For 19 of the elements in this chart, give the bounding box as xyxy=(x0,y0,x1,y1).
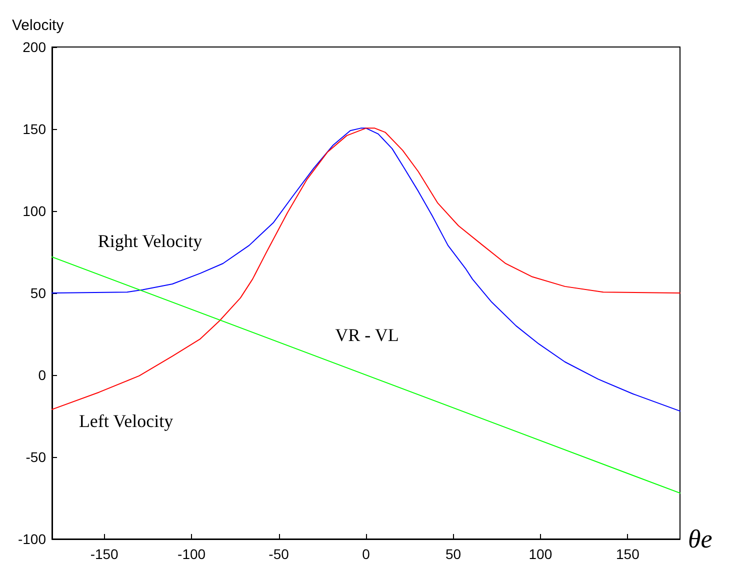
annotation: Left Velocity xyxy=(78,411,174,431)
x-tick-label: -50 xyxy=(268,546,290,562)
annotation: VR - VL xyxy=(335,325,399,345)
x-tick-label: 0 xyxy=(362,546,370,562)
y-tick-label: -100 xyxy=(18,531,46,547)
x-tick-label: -100 xyxy=(178,546,206,562)
y-tick-label: 150 xyxy=(22,121,46,137)
y-tick-label: 200 xyxy=(22,39,46,55)
y-tick-label: 50 xyxy=(30,285,46,301)
x-axis-title: θe xyxy=(688,524,712,554)
y-tick-label: 100 xyxy=(22,203,46,219)
y-tick-label: 0 xyxy=(38,367,46,383)
x-tick-label: 150 xyxy=(616,546,640,562)
x-tick-label: -150 xyxy=(90,546,119,562)
annotation: Right Velocity xyxy=(98,231,202,251)
x-tick-label: 100 xyxy=(528,546,552,562)
x-tick-label: 50 xyxy=(445,546,462,562)
y-axis-title: Velocity xyxy=(12,17,64,34)
y-tick-label: -50 xyxy=(26,449,46,465)
